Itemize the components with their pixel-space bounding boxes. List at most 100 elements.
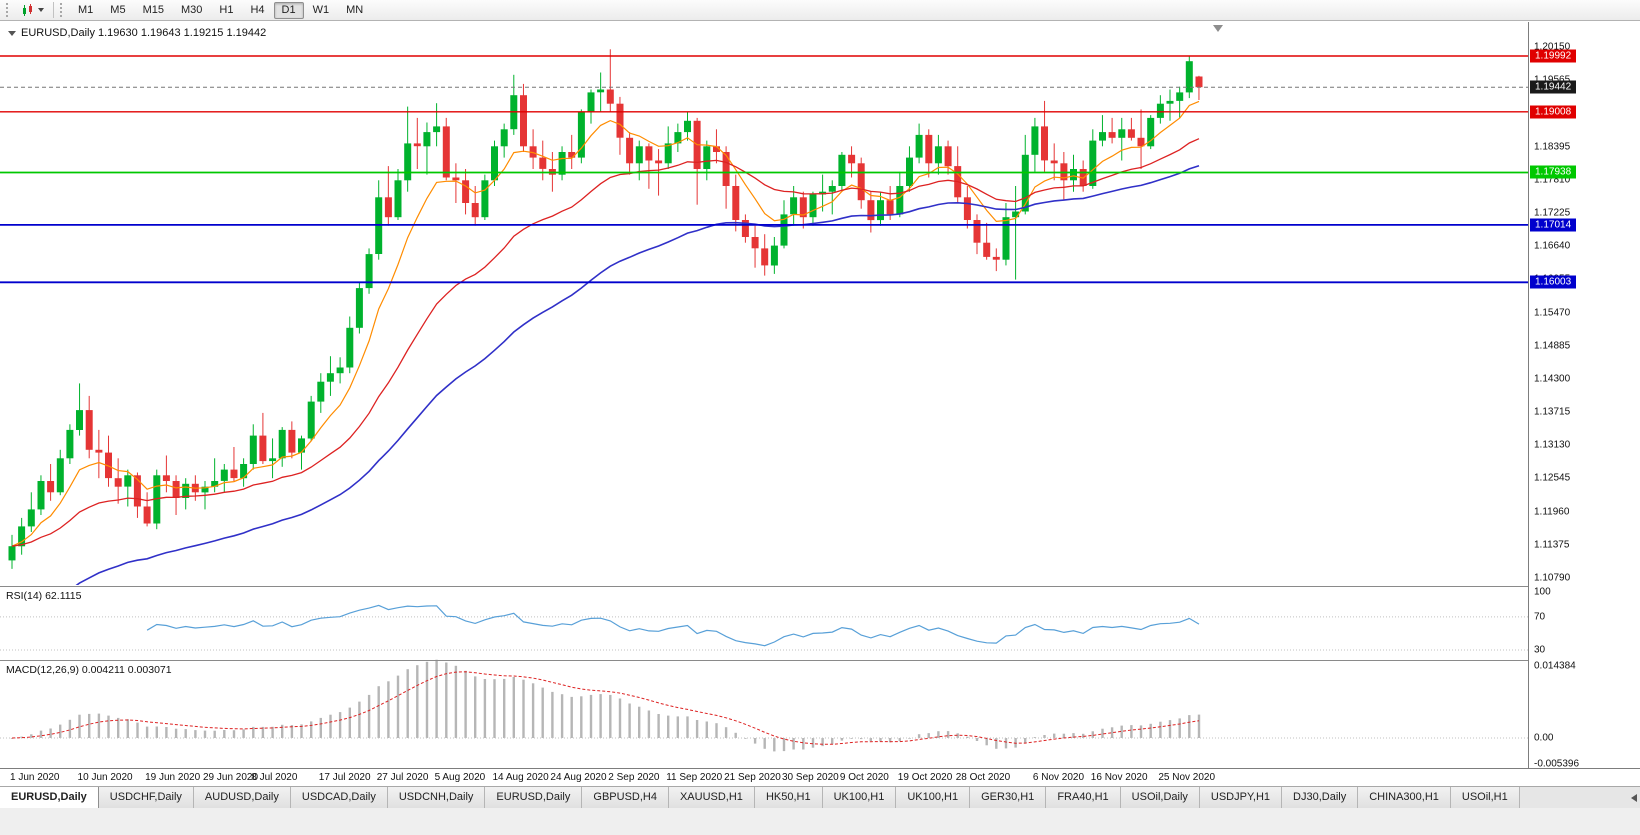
macd-tick: 0.014384 <box>1534 660 1576 672</box>
chart-shift-marker-icon[interactable] <box>1213 25 1223 32</box>
date-label: 8 Jul 2020 <box>251 772 298 783</box>
date-label: 17 Jul 2020 <box>318 772 371 783</box>
chart-tab-5-EURUSD,Daily[interactable]: EURUSD,Daily <box>485 787 583 808</box>
level-price-badge: 1.17014 <box>1530 218 1577 232</box>
date-label: 29 Jun 2020 <box>203 772 259 783</box>
price-tick: 1.17225 <box>1534 207 1571 219</box>
chart-tabs-bar: EURUSD,Daily USDCHF,Daily AUDUSD,Daily USDC… <box>0 786 1640 808</box>
date-label: 19 Oct 2020 <box>897 772 953 783</box>
rsi-tick: 70 <box>1534 611 1546 623</box>
chart-tab-14-USDJPY,H1[interactable]: USDJPY,H1 <box>1199 787 1283 808</box>
timeframe-button-M15[interactable]: M15 <box>135 2 172 19</box>
level-price-badge: 1.17938 <box>1530 165 1577 179</box>
chart-tab-16-CHINA300,H1[interactable]: CHINA300,H1 <box>1358 787 1451 808</box>
price-tick: 1.14885 <box>1534 340 1571 352</box>
date-label: 21 Sep 2020 <box>724 772 781 783</box>
price-tick: 1.20150 <box>1534 41 1571 53</box>
price-tick: 1.16640 <box>1534 240 1571 252</box>
date-label: 2 Sep 2020 <box>608 772 660 783</box>
moving-averages-layer <box>11 100 1200 585</box>
price-tick: 1.19565 <box>1534 75 1570 86</box>
chart-tab-3-USDCAD,Daily[interactable]: USDCAD,Daily <box>290 787 388 808</box>
chevron-down-icon <box>38 8 44 12</box>
rsi-line <box>146 604 1200 647</box>
timeframe-button-M1[interactable]: M1 <box>70 2 101 19</box>
timeframe-button-H1[interactable]: H1 <box>211 2 241 19</box>
chart-tab-8-HK50,H1[interactable]: HK50,H1 <box>754 787 823 808</box>
price-tick: 1.13715 <box>1534 406 1571 418</box>
rsi-panel-divider[interactable] <box>0 586 1640 587</box>
toolbar-separator <box>53 2 54 18</box>
date-label: 9 Oct 2020 <box>839 772 889 783</box>
chart-tab-9-UK100,H1[interactable]: UK100,H1 <box>822 787 897 808</box>
price-tick: 1.15470 <box>1534 307 1571 318</box>
candles-layer <box>8 49 1203 569</box>
chart-tab-2-AUDUSD,Daily[interactable]: AUDUSD,Daily <box>193 787 291 808</box>
date-label: 25 Nov 2020 <box>1158 772 1216 783</box>
price-tick: 1.11375 <box>1534 539 1570 551</box>
chart-title-text: EURUSD,Daily 1.19630 1.19643 1.19215 1.1… <box>21 27 267 39</box>
timeframe-button-M30[interactable]: M30 <box>173 2 210 19</box>
timeframe-toolbar: M1 M5 M15 M30 H1 H4 D1 W1 MN <box>0 0 1640 21</box>
toolbar-grip-icon[interactable] <box>60 3 65 17</box>
date-label: 24 Aug 2020 <box>550 772 607 783</box>
main-chart-canvas[interactable] <box>0 22 1528 768</box>
date-label: 28 Oct 2020 <box>955 772 1011 783</box>
price-tick: 1.11960 <box>1534 506 1570 518</box>
date-label: 1 Jun 2020 <box>10 772 60 783</box>
price-tick: 1.10790 <box>1534 572 1571 584</box>
macd-panel-divider[interactable] <box>0 660 1640 661</box>
rsi-indicator-label: RSI(14) 62.1115 <box>6 590 82 602</box>
chart-title: EURUSD,Daily 1.19630 1.19643 1.19215 1.1… <box>8 27 266 39</box>
timeframe-button-H4[interactable]: H4 <box>242 2 272 19</box>
date-label: 30 Sep 2020 <box>782 772 839 783</box>
level-price-badge: 1.16003 <box>1530 275 1577 289</box>
rsi-tick: 30 <box>1534 644 1546 656</box>
tab-overflow-arrow-icon[interactable] <box>1631 794 1637 802</box>
chart-tab-10-UK100,H1[interactable]: UK100,H1 <box>896 787 971 808</box>
price-axis[interactable]: 1.201501.195651.189801.183951.178101.172… <box>1528 22 1640 770</box>
moving-average-8 <box>11 100 1200 547</box>
price-tick: 1.13130 <box>1534 439 1571 451</box>
price-tick: 1.12545 <box>1534 472 1571 484</box>
chart-tab-7-XAUUSD,H1[interactable]: XAUUSD,H1 <box>668 787 755 808</box>
chart-tabs: EURUSD,Daily USDCHF,Daily AUDUSD,Daily USDC… <box>0 787 1640 808</box>
date-label: 6 Nov 2020 <box>1032 772 1085 783</box>
date-label: 19 Jun 2020 <box>145 772 201 783</box>
macd-tick: 0.00 <box>1534 732 1554 744</box>
chart-tab-15-DJ30,Daily[interactable]: DJ30,Daily <box>1282 787 1359 808</box>
chart-tab-11-GER30,H1[interactable]: GER30,H1 <box>970 787 1047 808</box>
timeframe-button-W1[interactable]: W1 <box>305 2 338 19</box>
current-price-badge: 1.19442 <box>1530 80 1577 94</box>
candlestick-chart-icon <box>23 3 32 16</box>
collapse-triangle-icon[interactable] <box>8 30 16 36</box>
time-axis[interactable]: 1 Jun 2020 10 Jun 2020 19 Jun 2020 29 Jun 2… <box>0 768 1640 786</box>
chart-tab-12-FRA40,H1[interactable]: FRA40,H1 <box>1046 787 1121 808</box>
moving-average-25 <box>11 138 1200 547</box>
timeframe-button-M5[interactable]: M5 <box>102 2 133 19</box>
level-price-badge: 1.19992 <box>1530 49 1577 63</box>
price-tick: 1.14300 <box>1534 373 1571 385</box>
chart-tab-6-GBPUSD,H4[interactable]: GBPUSD,H4 <box>582 787 669 808</box>
chart-tab-0-EURUSD,Daily[interactable]: EURUSD,Daily <box>0 787 99 808</box>
toolbar-grip-icon[interactable] <box>6 3 11 17</box>
chart-tab-1-USDCHF,Daily[interactable]: USDCHF,Daily <box>98 787 194 808</box>
date-label: 14 Aug 2020 <box>492 772 549 783</box>
chart-tab-4-USDCNH,Daily[interactable]: USDCNH,Daily <box>387 787 486 808</box>
timeframe-buttons: M1 M5 M15 M30 H1 H4 D1 W1 MN <box>70 1 371 19</box>
price-tick: 1.18395 <box>1534 141 1571 153</box>
timeframe-button-MN[interactable]: MN <box>338 2 371 19</box>
date-label: 5 Aug 2020 <box>434 772 486 783</box>
chart-type-button[interactable] <box>16 1 49 19</box>
date-label: 11 Sep 2020 <box>666 772 723 783</box>
macd-indicator-label: MACD(12,26,9) 0.004211 0.003071 <box>6 664 172 676</box>
date-label: 27 Jul 2020 <box>376 772 429 783</box>
price-tick: 1.17810 <box>1534 174 1571 186</box>
chart-tab-13-USOil,Daily[interactable]: USOil,Daily <box>1120 787 1200 808</box>
chart-tab-17-USOil,H1[interactable]: USOil,H1 <box>1450 787 1520 808</box>
date-label: 16 Nov 2020 <box>1090 772 1148 783</box>
date-label: 10 Jun 2020 <box>77 772 133 783</box>
status-strip <box>0 808 1640 835</box>
timeframe-button-D1[interactable]: D1 <box>273 1 304 19</box>
